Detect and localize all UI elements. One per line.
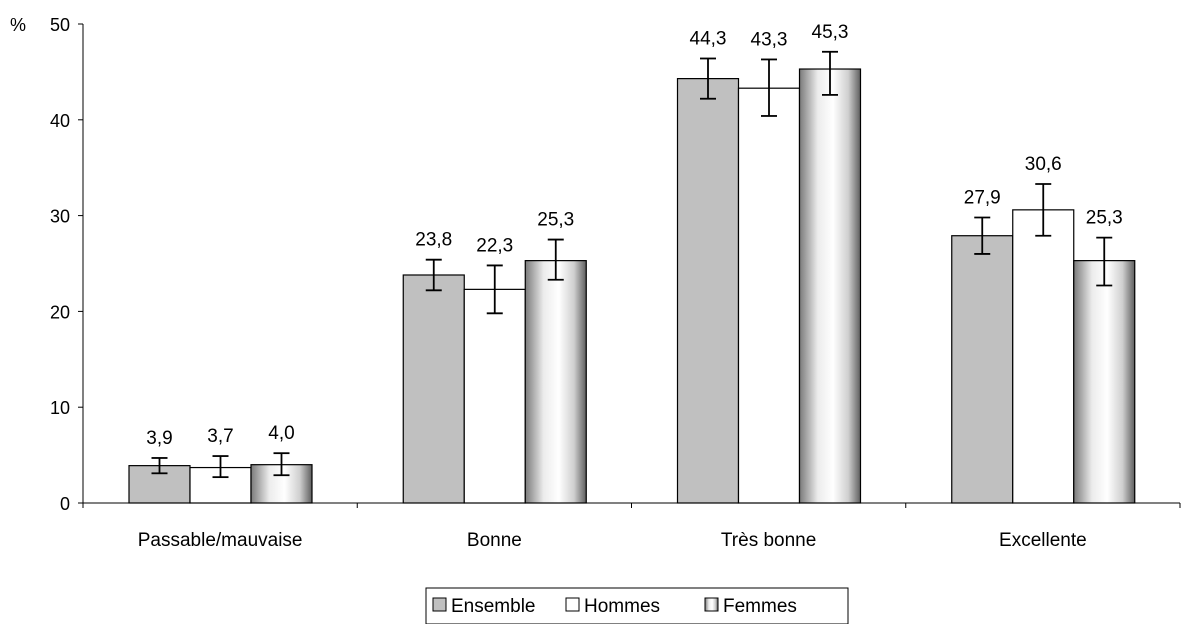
bar-ensemble [402, 274, 465, 504]
bar-femmes [524, 260, 587, 504]
data-label: 4,0 [268, 423, 294, 444]
legend: Ensemble Hommes Femmes [425, 587, 849, 624]
data-label: 27,9 [964, 188, 1001, 209]
data-label: 43,3 [751, 29, 788, 50]
y-tick-label: 10 [50, 398, 70, 418]
data-label: 25,3 [537, 210, 574, 231]
data-label: 45,3 [812, 22, 849, 43]
x-tick-label: Excellente [999, 530, 1087, 551]
bar-ensemble [951, 235, 1014, 504]
y-tick-label: 50 [50, 15, 70, 35]
data-label: 3,7 [207, 426, 233, 447]
bars: 3,9 3,7 4,0 23,8 22,3 25,3 44,3 43,3 45,3 27,9 30,… [128, 22, 1136, 504]
data-label: 3,9 [146, 428, 172, 449]
legend-label: Femmes [723, 596, 797, 617]
legend-swatch-hommes [565, 597, 580, 612]
legend-swatch-ensemble [432, 597, 447, 612]
x-tick-label: Bonne [467, 530, 522, 551]
data-label: 22,3 [476, 235, 513, 256]
legend-label: Hommes [584, 596, 660, 617]
bar-ensemble [676, 78, 740, 504]
legend-swatch-femmes [704, 597, 719, 612]
y-tick-label: 30 [50, 207, 70, 227]
bar-femmes [1073, 260, 1136, 504]
legend-label: Ensemble [451, 596, 536, 617]
y-axis-label: % [10, 15, 26, 35]
bar-hommes [1012, 209, 1075, 504]
y-tick-label: 0 [60, 494, 70, 514]
x-tick-label: Très bonne [721, 530, 816, 551]
data-label: 30,6 [1025, 154, 1062, 175]
bar-femmes [798, 68, 862, 504]
y-tick-label: 20 [50, 302, 70, 322]
data-label: 23,8 [415, 230, 452, 251]
data-label: 25,3 [1086, 208, 1123, 229]
y-tick-label: 40 [50, 111, 70, 131]
legend-box [425, 587, 849, 624]
x-tick-label: Passable/mauvaise [138, 530, 303, 551]
data-label: 44,3 [690, 28, 727, 49]
bar-hommes [463, 288, 526, 504]
bar-hommes [737, 87, 801, 504]
axes: 0 10 20 30 40 50% Passable/mauvaise Bonne Très b… [10, 15, 1181, 551]
